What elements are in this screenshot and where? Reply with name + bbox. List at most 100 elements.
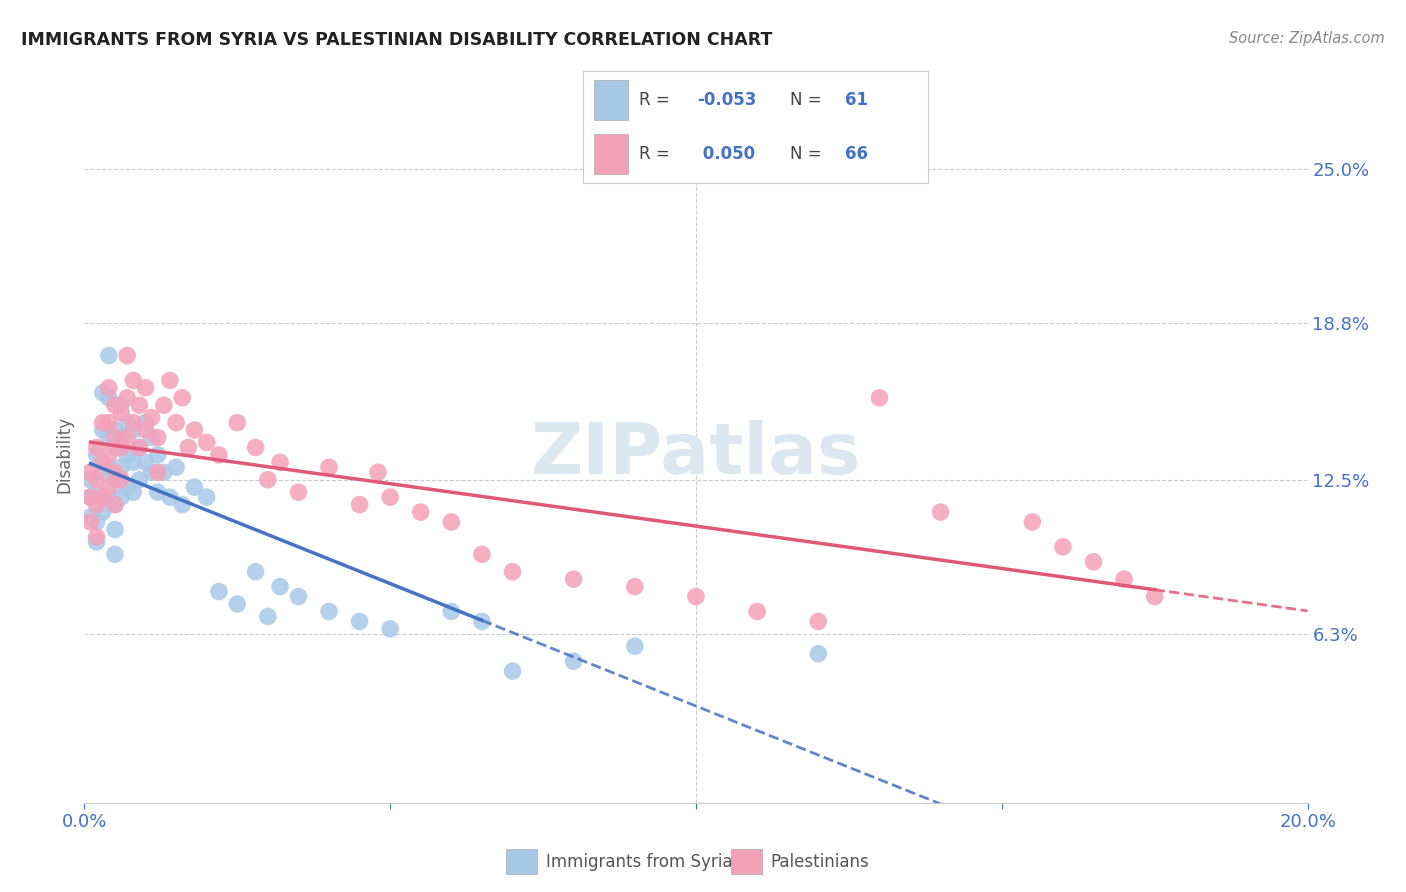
Point <box>79 490 101 504</box>
Point <box>86 498 108 512</box>
Point <box>91 505 114 519</box>
Point <box>1143 590 1166 604</box>
Text: IMMIGRANTS FROM SYRIA VS PALESTINIAN DISABILITY CORRELATION CHART: IMMIGRANTS FROM SYRIA VS PALESTINIAN DIS… <box>21 31 772 49</box>
Point <box>172 498 194 512</box>
Point <box>269 455 291 469</box>
Point <box>115 431 138 445</box>
Point <box>115 349 138 363</box>
Point <box>104 466 127 480</box>
Text: 0.050: 0.050 <box>697 145 755 163</box>
Point <box>1052 540 1074 554</box>
Point <box>747 605 769 619</box>
Text: N =: N = <box>790 91 827 110</box>
Point <box>110 441 132 455</box>
Text: -0.053: -0.053 <box>697 91 756 110</box>
Text: 66: 66 <box>845 145 869 163</box>
Point <box>869 391 891 405</box>
Point <box>86 515 108 529</box>
Point <box>86 441 108 455</box>
Point <box>79 490 101 504</box>
Point <box>159 373 181 387</box>
Point <box>135 416 157 430</box>
Point <box>104 498 127 512</box>
Point <box>287 485 309 500</box>
Point <box>91 455 114 469</box>
Text: Source: ZipAtlas.com: Source: ZipAtlas.com <box>1229 31 1385 46</box>
Point <box>91 423 114 437</box>
Point <box>104 523 127 537</box>
Point <box>115 391 138 405</box>
Point <box>91 385 114 400</box>
Point <box>79 510 101 524</box>
Point <box>208 448 231 462</box>
Point <box>153 466 176 480</box>
Point <box>86 448 108 462</box>
Point <box>257 473 280 487</box>
Point <box>104 431 127 445</box>
Text: 61: 61 <box>845 91 869 110</box>
Point <box>104 498 127 512</box>
Point <box>146 448 169 462</box>
Point <box>79 466 101 480</box>
Point <box>195 490 218 504</box>
Point <box>97 460 120 475</box>
Text: ZIPatlas: ZIPatlas <box>531 420 860 490</box>
Point <box>367 466 389 480</box>
Point <box>128 441 150 455</box>
Point <box>245 565 267 579</box>
Text: R =: R = <box>638 91 675 110</box>
Point <box>183 423 205 437</box>
FancyBboxPatch shape <box>593 134 628 174</box>
Point <box>91 466 114 480</box>
Point <box>471 615 494 629</box>
Point <box>380 490 402 504</box>
Point <box>122 485 145 500</box>
Point <box>440 515 463 529</box>
Point <box>97 391 120 405</box>
Point <box>104 398 127 412</box>
Point <box>97 416 120 430</box>
Point <box>86 530 108 544</box>
Point <box>502 664 524 678</box>
Point <box>208 584 231 599</box>
Point <box>104 473 127 487</box>
Point <box>471 547 494 561</box>
Point <box>86 485 108 500</box>
Point <box>685 590 707 604</box>
Point <box>91 416 114 430</box>
Point <box>97 431 120 445</box>
Point <box>624 639 647 653</box>
Point <box>110 473 132 487</box>
Point <box>104 547 127 561</box>
Point <box>97 448 120 462</box>
Point <box>115 480 138 494</box>
Point <box>128 398 150 412</box>
Point <box>97 490 120 504</box>
Point <box>165 460 187 475</box>
Y-axis label: Disability: Disability <box>55 417 73 493</box>
Point <box>153 398 176 412</box>
Point <box>115 416 138 430</box>
Point <box>79 473 101 487</box>
Point <box>104 441 127 455</box>
Point <box>349 615 371 629</box>
Point <box>86 534 108 549</box>
Point <box>122 416 145 430</box>
Point <box>110 460 132 475</box>
Text: R =: R = <box>638 145 675 163</box>
Point <box>128 473 150 487</box>
Point <box>195 435 218 450</box>
Point <box>141 466 163 480</box>
Point <box>79 515 101 529</box>
Point <box>245 441 267 455</box>
Point <box>110 406 132 420</box>
Point <box>97 381 120 395</box>
Point <box>122 423 145 437</box>
Point <box>807 615 830 629</box>
Point <box>122 455 145 469</box>
Point <box>183 480 205 494</box>
Point <box>562 654 585 668</box>
Point <box>110 490 132 504</box>
Point <box>104 423 127 437</box>
Text: N =: N = <box>790 145 827 163</box>
